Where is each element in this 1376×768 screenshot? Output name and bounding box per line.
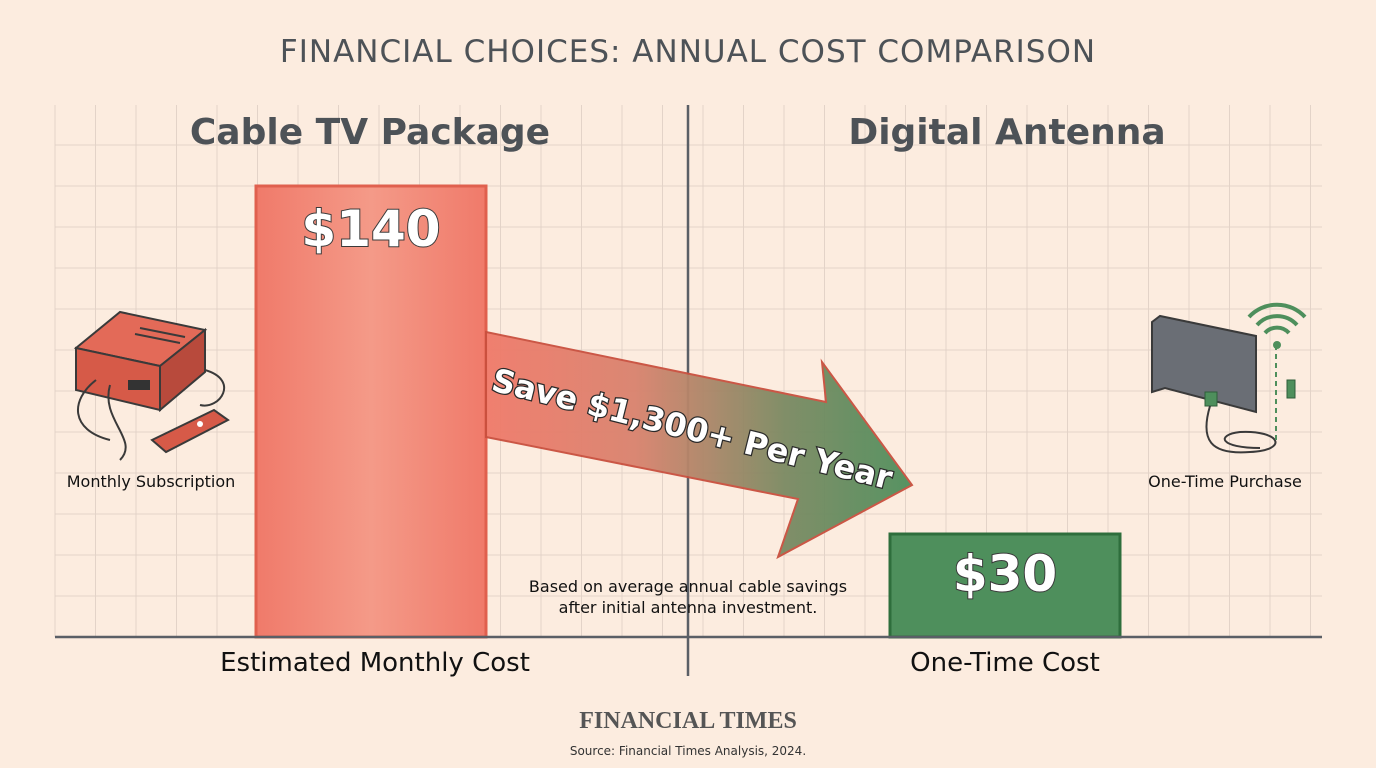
panel-title-cable: Cable TV Package: [189, 112, 551, 153]
bar-cable: [254, 184, 488, 639]
x-label-antenna: One-Time Cost: [910, 648, 1100, 678]
brand-logo: FINANCIAL TIMES: [579, 708, 797, 734]
bar-value-label-antenna: $30: [952, 544, 1058, 604]
savings-note: Based on average annual cable savings af…: [500, 576, 876, 618]
x-label-cable: Estimated Monthly Cost: [220, 648, 530, 678]
icon-label-monthly: Monthly Subscription: [66, 472, 236, 491]
chart-title: FINANCIAL CHOICES: ANNUAL COST COMPARISO…: [279, 34, 1097, 70]
icon-label-one-time: One-Time Purchase: [1148, 472, 1302, 491]
bar-value-label-cable: $140: [300, 199, 441, 259]
savings-note-line-2: after initial antenna investment.: [558, 598, 818, 617]
savings-arrow: Save $1,300+ Per Year: [485, 330, 914, 560]
savings-note-line-1: Based on average annual cable savings: [528, 577, 848, 596]
source-note: Source: Financial Times Analysis, 2024.: [569, 744, 807, 758]
bar-antenna: [888, 532, 1122, 639]
panel-title-antenna: Digital Antenna: [848, 112, 1166, 153]
cable-box-icon: [73, 310, 230, 461]
digital-antenna-icon: [1151, 302, 1307, 454]
